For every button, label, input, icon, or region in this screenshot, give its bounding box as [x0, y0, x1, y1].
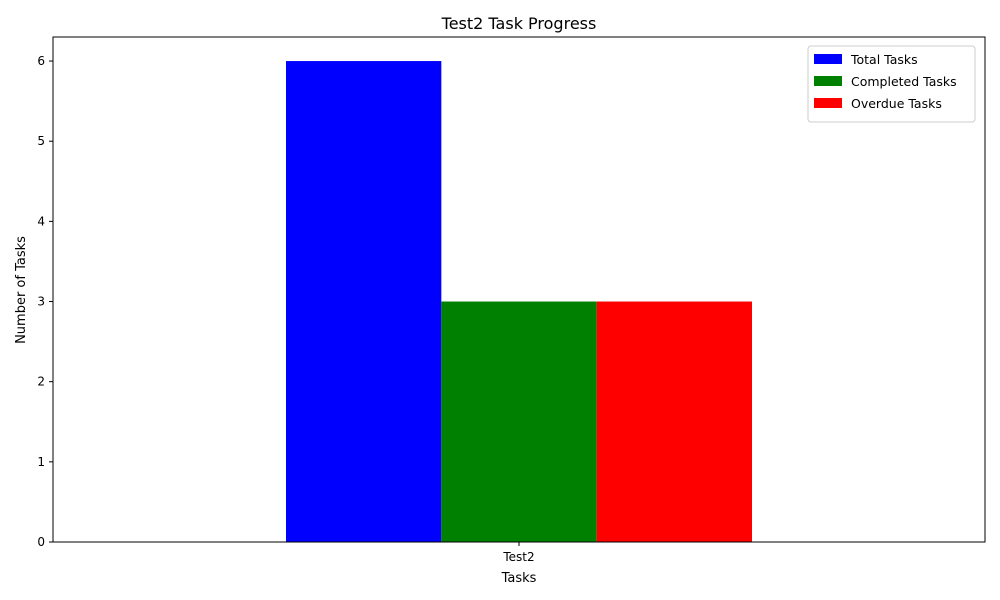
y-tick-label: 3 — [37, 295, 45, 309]
legend-swatch — [814, 76, 842, 86]
plot-frame — [52, 36, 986, 543]
x-axis-label: Tasks — [501, 571, 537, 586]
x-tick-label: Test2 — [502, 550, 534, 564]
y-tick-label: 2 — [37, 375, 45, 389]
bar-overdue-tasks — [596, 301, 752, 542]
legend-swatch — [814, 98, 842, 108]
y-tick-label: 6 — [37, 54, 45, 68]
plot-area: Test2 0 1 2 3 4 5 6 — [37, 36, 986, 564]
bar-completed-tasks — [441, 301, 597, 542]
y-axis-label: Number of Tasks — [14, 236, 29, 344]
chart-title: Test2 Task Progress — [441, 14, 597, 33]
y-tick-label: 1 — [37, 455, 45, 469]
y-tick-label: 0 — [37, 535, 45, 549]
y-tick-label: 4 — [37, 214, 45, 228]
bar-total-tasks — [286, 61, 442, 543]
legend-label: Total Tasks — [850, 52, 918, 67]
legend: Total Tasks Completed Tasks Overdue Tasks — [807, 45, 976, 123]
y-tick-label: 5 — [37, 134, 45, 148]
legend-label: Overdue Tasks — [851, 96, 942, 111]
legend-label: Completed Tasks — [851, 74, 957, 89]
legend-box — [807, 45, 976, 123]
legend-swatch — [814, 54, 842, 64]
